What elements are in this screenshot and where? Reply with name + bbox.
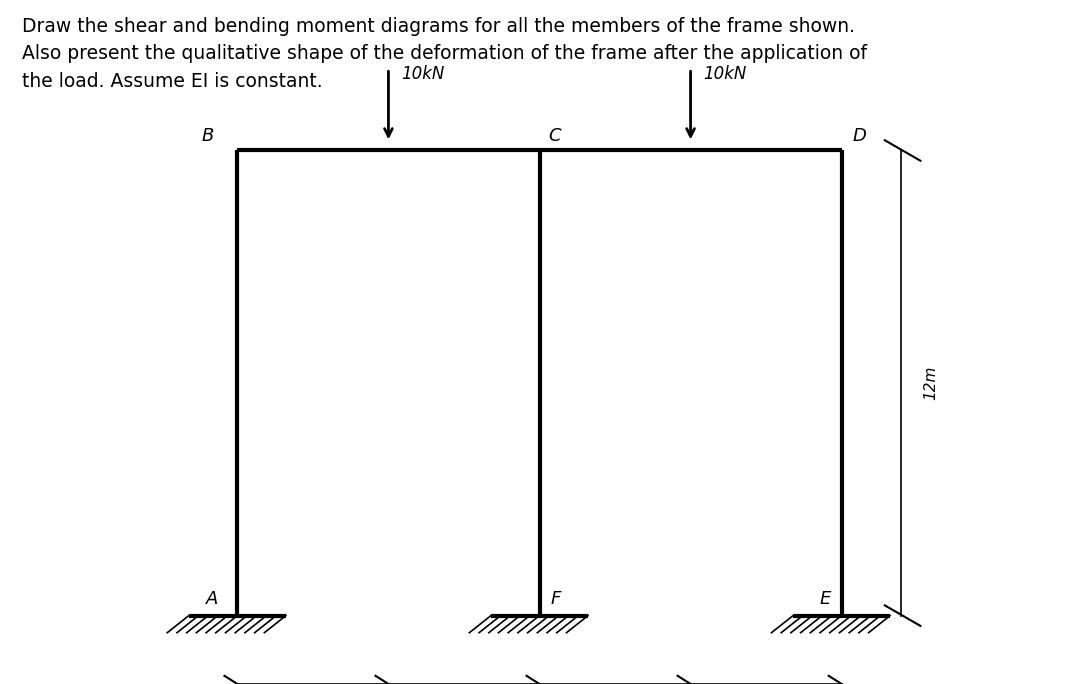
Text: 12m: 12m: [924, 366, 939, 400]
Text: Draw the shear and bending moment diagrams for all the members of the frame show: Draw the shear and bending moment diagra…: [22, 17, 855, 36]
Text: A: A: [206, 590, 218, 607]
Text: E: E: [819, 590, 831, 607]
Text: D: D: [852, 127, 866, 145]
Text: 10kN: 10kN: [401, 65, 445, 83]
Text: C: C: [548, 127, 561, 145]
Text: B: B: [202, 127, 214, 145]
Text: Also present the qualitative shape of the deformation of the frame after the app: Also present the qualitative shape of th…: [22, 44, 866, 64]
Text: 10kN: 10kN: [704, 65, 747, 83]
Text: F: F: [550, 590, 561, 607]
Text: the load. Assume EI is constant.: the load. Assume EI is constant.: [22, 72, 323, 91]
